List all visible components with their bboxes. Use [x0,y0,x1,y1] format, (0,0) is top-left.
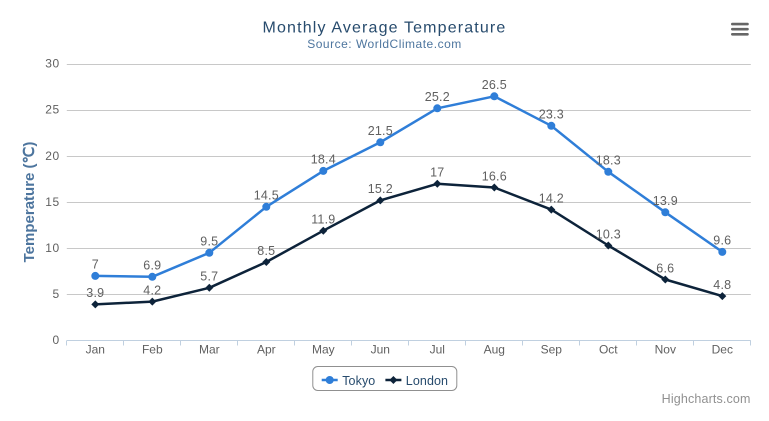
svg-text:6.6: 6.6 [656,261,674,275]
svg-text:Jul: Jul [430,343,445,357]
svg-text:Oct: Oct [599,343,618,357]
svg-text:Dec: Dec [712,343,733,357]
svg-text:4.8: 4.8 [713,278,731,292]
svg-text:25.2: 25.2 [425,90,450,104]
svg-text:Apr: Apr [257,343,276,357]
svg-text:Temperature (℃): Temperature (℃) [21,142,38,263]
svg-text:Source: WorldClimate.com: Source: WorldClimate.com [307,37,462,51]
svg-text:11.9: 11.9 [311,213,335,227]
svg-text:25: 25 [45,103,60,117]
svg-text:20: 20 [45,149,60,163]
svg-text:4.2: 4.2 [143,283,161,297]
svg-text:15: 15 [45,195,60,209]
svg-text:Feb: Feb [142,343,163,357]
svg-text:0: 0 [53,333,60,347]
svg-text:26.5: 26.5 [482,78,507,92]
svg-text:Highcharts.com: Highcharts.com [662,392,751,406]
svg-text:10.3: 10.3 [596,227,621,241]
svg-text:18.4: 18.4 [311,153,336,167]
svg-text:Tokyo: Tokyo [342,374,375,388]
svg-text:Mar: Mar [199,343,220,357]
svg-text:5: 5 [53,287,60,301]
svg-text:Jun: Jun [371,343,390,357]
svg-text:18.3: 18.3 [596,154,621,168]
svg-text:Monthly Average Temperature: Monthly Average Temperature [263,20,507,37]
svg-text:Jan: Jan [86,343,105,357]
svg-text:Nov: Nov [655,343,676,357]
svg-text:23.3: 23.3 [539,108,564,122]
svg-text:London: London [406,374,448,388]
svg-text:9.6: 9.6 [713,234,731,248]
svg-text:14.5: 14.5 [254,189,279,203]
svg-text:6.9: 6.9 [143,259,161,273]
svg-text:17: 17 [430,166,444,180]
svg-text:Aug: Aug [484,343,505,357]
svg-text:14.2: 14.2 [539,191,564,205]
svg-text:30: 30 [45,57,60,71]
svg-text:13.9: 13.9 [653,194,678,208]
svg-text:16.6: 16.6 [482,169,507,183]
svg-text:9.5: 9.5 [200,235,218,249]
svg-text:Sep: Sep [541,343,563,357]
svg-text:8.5: 8.5 [257,244,275,258]
svg-text:5.7: 5.7 [200,270,218,284]
svg-text:10: 10 [45,241,60,255]
svg-text:May: May [312,343,335,357]
svg-text:21.5: 21.5 [368,124,393,138]
svg-text:7: 7 [92,258,99,272]
svg-text:15.2: 15.2 [368,182,393,196]
svg-text:3.9: 3.9 [86,286,104,300]
